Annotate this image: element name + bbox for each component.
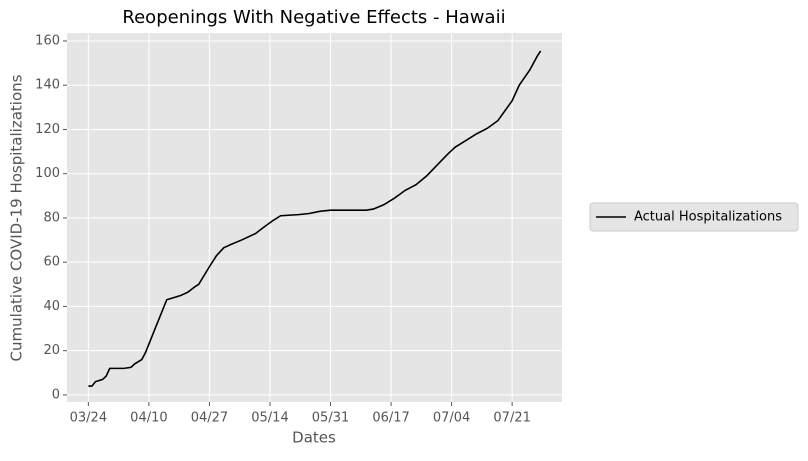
y-tick-label: 0 bbox=[52, 387, 60, 402]
y-tick-label: 20 bbox=[43, 343, 60, 358]
legend-box bbox=[589, 202, 799, 232]
x-tick-label: 05/14 bbox=[251, 411, 288, 426]
chart-title: Reopenings With Negative Effects - Hawai… bbox=[122, 7, 505, 28]
x-tick-label: 07/21 bbox=[493, 411, 530, 426]
y-tick-label: 80 bbox=[43, 210, 60, 225]
x-tick-label: 06/17 bbox=[372, 411, 409, 426]
y-tick-label: 140 bbox=[35, 78, 60, 93]
legend: Actual Hospitalizations bbox=[589, 202, 799, 232]
y-axis-title: Cumulative COVID-19 Hospitalizations bbox=[8, 74, 26, 361]
x-axis-title: Dates bbox=[292, 429, 336, 447]
x-tick-label: 04/27 bbox=[191, 411, 228, 426]
y-tick-label: 120 bbox=[35, 122, 60, 137]
legend-label: Actual Hospitalizations bbox=[634, 210, 782, 225]
y-tick-label: 160 bbox=[35, 33, 60, 48]
y-tick-label: 40 bbox=[43, 299, 60, 314]
x-tick-label: 05/31 bbox=[312, 411, 349, 426]
x-tick-label: 03/24 bbox=[70, 411, 107, 426]
y-tick-label: 100 bbox=[35, 166, 60, 181]
x-tick-label: 04/10 bbox=[130, 411, 167, 426]
y-tick-label: 60 bbox=[43, 255, 60, 270]
x-tick-label: 07/04 bbox=[433, 411, 470, 426]
data-line bbox=[88, 50, 542, 387]
